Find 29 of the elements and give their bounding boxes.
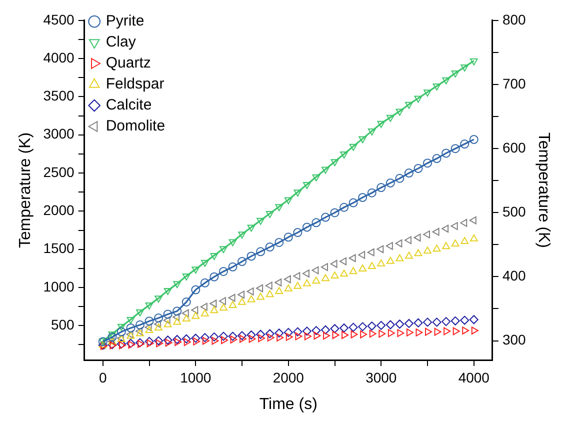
legend-label: Quartz (106, 54, 151, 72)
y-tick-label: 3500 (43, 88, 75, 104)
y2-axis-title: Temperature (K) (534, 132, 552, 248)
legend-label: Domolite (106, 118, 166, 135)
x-tick-label: 3000 (366, 369, 397, 386)
y2-tick-label: 800 (502, 11, 526, 28)
y-tick-label: 1500 (43, 240, 75, 256)
legend-label: Pyrite (106, 12, 144, 30)
y-axis-title: Temperature (K) (17, 132, 34, 248)
legend-label: Calcite (106, 96, 152, 114)
y2-tick-label: 500 (502, 203, 526, 220)
x-tick-label: 4000 (458, 369, 490, 386)
legend-label: Clay (106, 34, 136, 51)
y-tick-label: 2500 (43, 164, 75, 180)
y2-tick-label: 400 (502, 268, 526, 284)
y2-tick-label: 600 (502, 139, 526, 156)
x-tick-label: 0 (98, 369, 107, 386)
y-tick-label: 4500 (43, 11, 75, 28)
y2-tick-label: 700 (502, 75, 526, 92)
x-tick-label: 2000 (272, 369, 304, 386)
y-tick-label: 1000 (43, 278, 75, 294)
y-tick-label: 4000 (43, 49, 75, 66)
x-axis-title: Time (s) (259, 396, 318, 413)
x-tick-label: 1000 (180, 369, 212, 386)
y-tick-label: 2000 (43, 202, 75, 218)
y2-tick-label: 300 (502, 332, 526, 348)
y-tick-label: 3000 (43, 126, 75, 142)
y-tick-label: 500 (50, 316, 75, 333)
legend-label: Feldspar (106, 76, 164, 93)
